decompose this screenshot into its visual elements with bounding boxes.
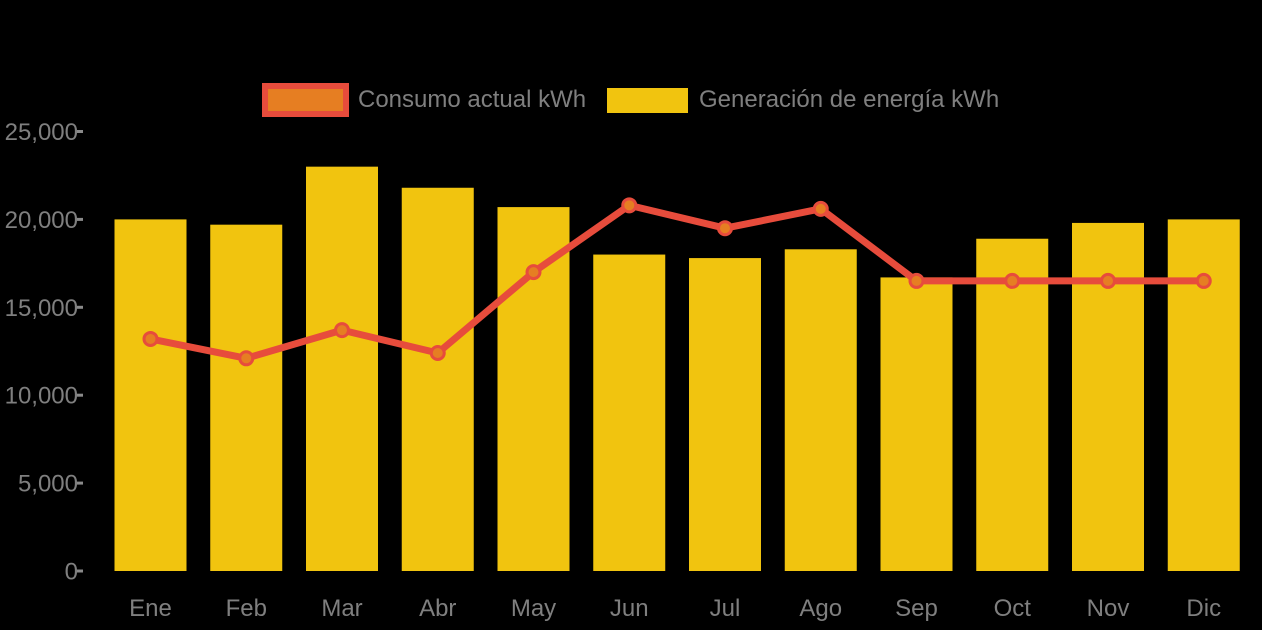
x-axis-label-dic: Dic xyxy=(1186,595,1221,622)
consumo-swatch-icon xyxy=(262,83,349,117)
x-axis-label-feb: Feb xyxy=(226,595,267,622)
x-axis-label-sep: Sep xyxy=(895,595,938,622)
bar-Abr[interactable] xyxy=(401,187,474,572)
y-axis-tick xyxy=(77,569,83,573)
legend-label-generacion: Generación de energía kWh xyxy=(699,86,1000,113)
generacion-swatch-icon xyxy=(607,87,688,113)
legend-label-consumo: Consumo actual kWh xyxy=(358,86,587,113)
x-axis-label-oct: Oct xyxy=(994,595,1032,622)
bar-Ene[interactable] xyxy=(114,219,187,571)
x-axis-label-jun: Jun xyxy=(610,595,649,622)
line-point-may[interactable] xyxy=(525,264,542,281)
y-axis-label: 5,000 xyxy=(18,471,78,498)
bar-Oct[interactable] xyxy=(976,238,1049,571)
y-axis-tick xyxy=(77,130,83,133)
legend-item-generacion[interactable]: Generación de energía kWh xyxy=(607,83,999,117)
bar-Feb[interactable] xyxy=(210,224,283,571)
x-axis-label-abr: Abr xyxy=(419,595,456,622)
bar-Sep[interactable] xyxy=(880,277,953,571)
line-point-jul[interactable] xyxy=(717,220,733,237)
y-axis-label: 20,000 xyxy=(5,207,78,234)
y-axis-tick xyxy=(77,393,83,397)
line-point-sep[interactable] xyxy=(908,272,925,289)
x-axis-label-mar: Mar xyxy=(321,595,362,622)
x-axis-label-ene: Ene xyxy=(129,595,172,622)
y-axis-tick xyxy=(77,217,83,221)
bar-Jun[interactable] xyxy=(593,254,666,571)
line-point-ene[interactable] xyxy=(142,330,159,347)
consumo-line xyxy=(149,201,1204,362)
line-point-jun[interactable] xyxy=(621,197,638,214)
y-axis-tick xyxy=(77,481,83,485)
x-axis-label-nov: Nov xyxy=(1087,595,1130,622)
line-point-abr[interactable] xyxy=(429,345,446,362)
y-axis-label: 0 xyxy=(65,559,78,586)
legend-item-consumo[interactable]: Consumo actual kWh xyxy=(262,83,586,117)
bar-Jul[interactable] xyxy=(689,258,761,571)
bar-May[interactable] xyxy=(497,207,570,571)
line-point-feb[interactable] xyxy=(238,350,255,367)
line-point-oct[interactable] xyxy=(1004,272,1021,289)
x-axis-label-ago: Ago xyxy=(799,595,842,622)
line-point-ago[interactable] xyxy=(812,200,829,217)
bar-Mar[interactable] xyxy=(306,166,378,571)
y-axis-tick xyxy=(77,305,83,309)
line-point-nov[interactable] xyxy=(1100,272,1116,289)
line-point-mar[interactable] xyxy=(334,322,350,339)
line-point-dic[interactable] xyxy=(1195,272,1212,289)
y-axis-label: 10,000 xyxy=(5,383,78,410)
y-axis-label: 15,000 xyxy=(5,295,78,322)
bar-Ago[interactable] xyxy=(784,249,857,571)
x-axis-label-may: May xyxy=(511,595,556,622)
x-axis-label-jul: Jul xyxy=(710,595,741,622)
bar-Dic[interactable] xyxy=(1167,219,1240,571)
y-axis-label: 25,000 xyxy=(5,119,78,146)
